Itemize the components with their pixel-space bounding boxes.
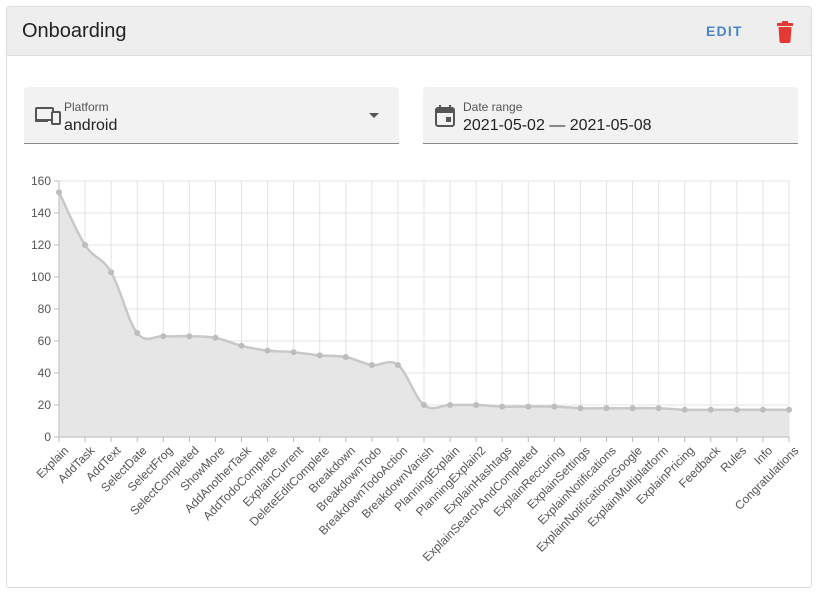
y-tick-label: 0 <box>44 430 51 444</box>
data-point <box>186 333 193 340</box>
card-header: Onboarding EDIT <box>7 7 811 56</box>
data-point <box>577 405 584 412</box>
platform-select[interactable]: Platform android <box>24 87 399 144</box>
data-point <box>733 406 740 413</box>
y-tick-label: 80 <box>38 302 52 316</box>
y-tick-label: 60 <box>38 334 52 348</box>
delete-button[interactable] <box>774 20 796 44</box>
date-range-value: 2021-05-02 — 2021-05-08 <box>463 117 652 134</box>
data-point <box>499 403 506 410</box>
calendar-icon <box>435 105 455 127</box>
data-point <box>759 406 766 413</box>
data-point <box>108 269 115 276</box>
data-point <box>394 362 401 368</box>
data-point <box>707 406 714 413</box>
platform-value: android <box>64 117 118 134</box>
date-range-field[interactable]: Date range 2021-05-02 — 2021-05-08 <box>423 87 798 144</box>
data-point <box>342 354 349 360</box>
data-point <box>160 333 167 340</box>
card-title: Onboarding <box>22 20 127 42</box>
data-point <box>368 362 375 368</box>
y-tick-label: 40 <box>38 366 52 380</box>
trash-icon <box>777 21 793 43</box>
x-tick-label: Rules <box>718 443 750 475</box>
data-point <box>316 352 323 359</box>
data-point <box>56 189 62 196</box>
data-point <box>82 242 89 248</box>
data-point <box>786 406 792 413</box>
data-point <box>290 349 297 356</box>
data-point <box>603 405 610 412</box>
data-point <box>473 402 480 408</box>
chevron-down-icon <box>369 113 379 118</box>
y-tick-label: 140 <box>31 206 51 220</box>
y-tick-label: 160 <box>31 174 51 188</box>
data-point <box>264 347 271 354</box>
devices-icon <box>35 107 61 125</box>
data-point <box>655 405 662 412</box>
onboarding-card: Onboarding EDIT Platform android <box>6 6 812 588</box>
data-point <box>134 330 141 336</box>
data-point <box>551 403 558 410</box>
data-point <box>525 403 532 410</box>
data-point <box>238 342 245 349</box>
series-area <box>59 192 789 437</box>
data-point <box>681 406 688 413</box>
data-point <box>421 402 427 408</box>
data-point <box>212 334 219 341</box>
y-tick-label: 20 <box>38 398 52 412</box>
edit-button[interactable]: EDIT <box>706 23 743 39</box>
platform-label: Platform <box>64 100 109 114</box>
data-point <box>447 402 454 408</box>
date-range-label: Date range <box>463 100 523 114</box>
y-tick-label: 120 <box>31 238 51 252</box>
data-point <box>629 405 636 412</box>
onboarding-funnel-chart: 020406080100120140160ExplainAddTaskAddTe… <box>31 174 801 564</box>
y-tick-label: 100 <box>31 270 51 284</box>
